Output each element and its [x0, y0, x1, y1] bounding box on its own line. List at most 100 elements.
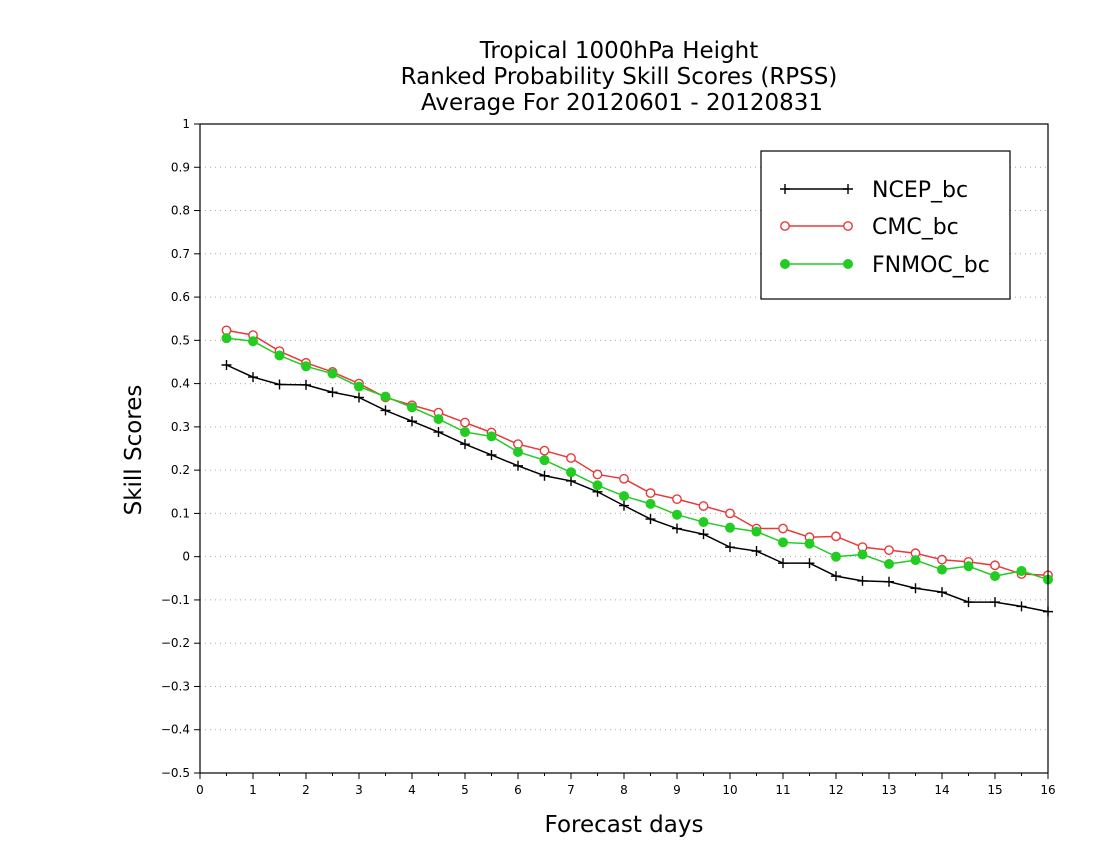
data-point-ncep-bc: [884, 576, 894, 587]
data-point-ncep-bc: [274, 379, 285, 390]
legend-marker: [843, 221, 853, 231]
series-line-ncep-bc: [226, 364, 1049, 613]
x-tick-label: 1: [249, 783, 257, 797]
data-point-ncep-bc: [354, 392, 364, 403]
x-tick-label: 12: [828, 783, 843, 797]
data-point-fnmoc-bc: [937, 564, 947, 575]
data-point-ncep-bc: [619, 500, 629, 511]
data-point-fnmoc-bc: [884, 559, 894, 570]
data-point-fnmoc-bc: [274, 350, 285, 361]
y-tick-label: 0.3: [171, 420, 190, 434]
y-tick-label: 0.5: [171, 333, 190, 347]
data-point-ncep-bc: [1016, 601, 1027, 612]
y-tick-label: 0.2: [171, 463, 190, 477]
x-tick-label: 16: [1040, 783, 1055, 797]
y-tick-label: 0.4: [171, 377, 190, 391]
data-point-fnmoc-bc: [407, 402, 417, 413]
data-point-fnmoc-bc: [513, 446, 523, 457]
data-point-cmc-bc: [698, 501, 709, 511]
x-tick-label: 8: [620, 783, 628, 797]
data-point-fnmoc-bc: [857, 549, 868, 560]
x-tick-label: 11: [775, 783, 790, 797]
data-point-fnmoc-bc: [248, 336, 258, 347]
legend-entry-cmc-bc: CMC_bc: [780, 215, 959, 240]
data-point-cmc-bc: [592, 469, 603, 480]
data-point-fnmoc-bc: [301, 361, 311, 372]
x-tick-label: 2: [302, 783, 310, 797]
data-point-ncep-bc: [433, 427, 444, 438]
legend: NCEP_bc CMC_bc FNMOC_bc: [760, 150, 1011, 300]
series-fnmoc-bc: [221, 333, 1053, 585]
series-line-fnmoc-bc: [226, 337, 1049, 581]
axis-ticks: −0.5 −0.4 −0.3 −0.2 −0.1 0 0.1 0.2 0.3 0.4 0.5 0.6 0…: [161, 117, 1056, 797]
data-point-ncep-bc: [248, 372, 258, 383]
legend-box: [760, 150, 1011, 300]
data-point-ncep-bc: [513, 460, 523, 471]
data-point-cmc-bc: [619, 473, 629, 484]
y-tick-label: −0.5: [161, 766, 190, 780]
data-point-fnmoc-bc: [751, 526, 762, 537]
data-point-ncep-bc: [778, 558, 788, 569]
data-point-cmc-bc: [725, 508, 735, 519]
data-point-fnmoc-bc: [1016, 565, 1027, 576]
chart-title-line-1: Tropical 1000hPa Height: [479, 38, 759, 64]
legend-entry-fnmoc-bc: FNMOC_bc: [780, 253, 990, 278]
data-point-ncep-bc: [937, 587, 947, 598]
data-point-ncep-bc: [672, 523, 682, 534]
y-tick-label: 0.6: [171, 290, 190, 304]
x-tick-label: 4: [408, 783, 416, 797]
data-point-fnmoc-bc: [354, 381, 364, 392]
y-tick-label: 0.8: [171, 204, 190, 218]
legend-marker: [780, 184, 790, 194]
x-tick-label: 7: [567, 783, 575, 797]
x-axis-label: Forecast days: [545, 812, 704, 838]
data-point-cmc-bc: [831, 531, 841, 542]
legend-label: NCEP_bc: [872, 178, 968, 203]
data-point-ncep-bc: [460, 439, 470, 450]
data-point-fnmoc-bc: [963, 561, 974, 572]
data-point-ncep-bc: [486, 449, 497, 460]
data-point-ncep-bc: [804, 558, 815, 569]
x-tick-label: 13: [881, 783, 896, 797]
data-point-fnmoc-bc: [486, 431, 497, 442]
legend-label: FNMOC_bc: [872, 253, 990, 278]
data-point-ncep-bc: [301, 379, 311, 390]
chart-title-line-2: Ranked Probability Skill Scores (RPSS): [401, 64, 838, 90]
data-point-cmc-bc: [884, 545, 894, 556]
data-point-fnmoc-bc: [380, 391, 391, 402]
y-tick-label: −0.3: [161, 679, 190, 693]
legend-marker: [780, 221, 790, 231]
series-layer: [221, 325, 1053, 617]
y-axis-label: Skill Scores: [121, 385, 147, 516]
y-tick-label: 0.1: [171, 506, 190, 520]
chart-title-line-3: Average For 20120601 - 20120831: [421, 90, 823, 116]
data-point-fnmoc-bc: [990, 571, 1000, 582]
data-point-fnmoc-bc: [778, 537, 788, 548]
data-point-fnmoc-bc: [672, 509, 682, 520]
data-point-fnmoc-bc: [566, 467, 576, 478]
data-point-ncep-bc: [990, 597, 1000, 608]
x-tick-label: 14: [934, 783, 949, 797]
x-tick-label: 0: [196, 783, 204, 797]
y-tick-label: −0.1: [161, 593, 190, 607]
data-point-cmc-bc: [645, 488, 656, 498]
data-point-ncep-bc: [751, 546, 762, 557]
plot-area-frame: [199, 123, 1049, 774]
data-point-ncep-bc: [857, 575, 868, 586]
legend-marker: [843, 184, 853, 194]
y-tick-label: −0.4: [161, 723, 190, 737]
x-tick-label: 5: [461, 783, 469, 797]
x-tick-label: 6: [514, 783, 522, 797]
data-point-fnmoc-bc: [433, 414, 444, 425]
legend-entry-ncep-bc: NCEP_bc: [780, 178, 968, 203]
data-point-fnmoc-bc: [592, 480, 603, 491]
legend-label: CMC_bc: [872, 215, 959, 240]
data-point-ncep-bc: [725, 542, 735, 553]
data-point-fnmoc-bc: [619, 491, 629, 502]
y-tick-label: −0.2: [161, 636, 190, 650]
data-point-cmc-bc: [539, 445, 550, 456]
y-tick-label: 0.7: [171, 247, 190, 261]
data-point-ncep-bc: [407, 416, 417, 427]
y-tick-label: 0.9: [171, 160, 190, 174]
